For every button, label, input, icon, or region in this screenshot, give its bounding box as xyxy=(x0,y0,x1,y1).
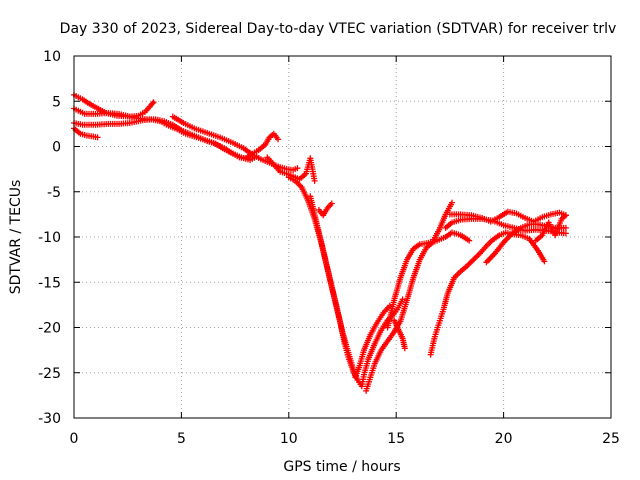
x-tick-label: 25 xyxy=(602,431,620,447)
x-axis-label: GPS time / hours xyxy=(283,459,400,475)
series-track-4 xyxy=(71,125,101,141)
data-point xyxy=(94,134,101,141)
data-point xyxy=(294,165,301,172)
series-track-1 xyxy=(71,91,157,120)
y-tick-label: 10 xyxy=(43,49,61,65)
chart-title: Day 330 of 2023, Sidereal Day-to-day VTE… xyxy=(60,21,617,37)
y-tick-label: -30 xyxy=(38,411,61,427)
data-point xyxy=(562,224,569,231)
series-track-11 xyxy=(384,199,455,331)
y-axis-label: SDTVAR / TECUs xyxy=(8,180,24,295)
tick-labels: 0 5 10 15 20 25 -30 -25 -20 -15 -10 -5 0 5 10 xyxy=(38,49,620,447)
x-tick-label: 10 xyxy=(280,431,298,447)
x-tick-label: 5 xyxy=(177,431,186,447)
data-point xyxy=(562,230,569,237)
data-point xyxy=(149,100,156,107)
series-track-10 xyxy=(363,229,473,394)
series-track-17 xyxy=(532,212,569,244)
grid xyxy=(74,56,611,418)
x-tick-label: 15 xyxy=(387,431,405,447)
data-point xyxy=(449,199,455,206)
y-tick-label: -20 xyxy=(38,321,61,337)
y-tick-label: -5 xyxy=(47,185,61,201)
axis-ticks xyxy=(73,55,612,419)
series-line xyxy=(365,231,471,392)
series-track-15 xyxy=(446,208,569,225)
series-track-3 xyxy=(71,116,260,164)
y-tick-label: -10 xyxy=(38,230,61,246)
x-tick-label: 20 xyxy=(495,431,513,447)
series-track-13 xyxy=(427,229,548,358)
data-point xyxy=(401,345,408,352)
series-track-7 xyxy=(285,174,406,390)
series-track-5 xyxy=(169,113,301,173)
series-track-6 xyxy=(264,154,318,184)
x-tick-label: 0 xyxy=(70,431,79,447)
series-track-9 xyxy=(315,200,335,219)
data-series xyxy=(71,91,569,394)
data-point xyxy=(541,258,548,265)
y-tick-label: 5 xyxy=(52,94,61,110)
data-point xyxy=(275,136,282,143)
series-track-12 xyxy=(391,317,408,352)
series-track-16 xyxy=(483,221,569,266)
data-point xyxy=(562,212,569,219)
data-point xyxy=(466,237,473,244)
data-point xyxy=(311,177,318,184)
y-tick-label: 0 xyxy=(52,140,61,156)
data-point xyxy=(328,200,335,207)
series-track-8 xyxy=(307,193,393,381)
data-point xyxy=(399,296,406,303)
data-point xyxy=(150,99,157,106)
y-tick-label: -15 xyxy=(38,275,61,291)
y-tick-label: -25 xyxy=(38,366,61,382)
